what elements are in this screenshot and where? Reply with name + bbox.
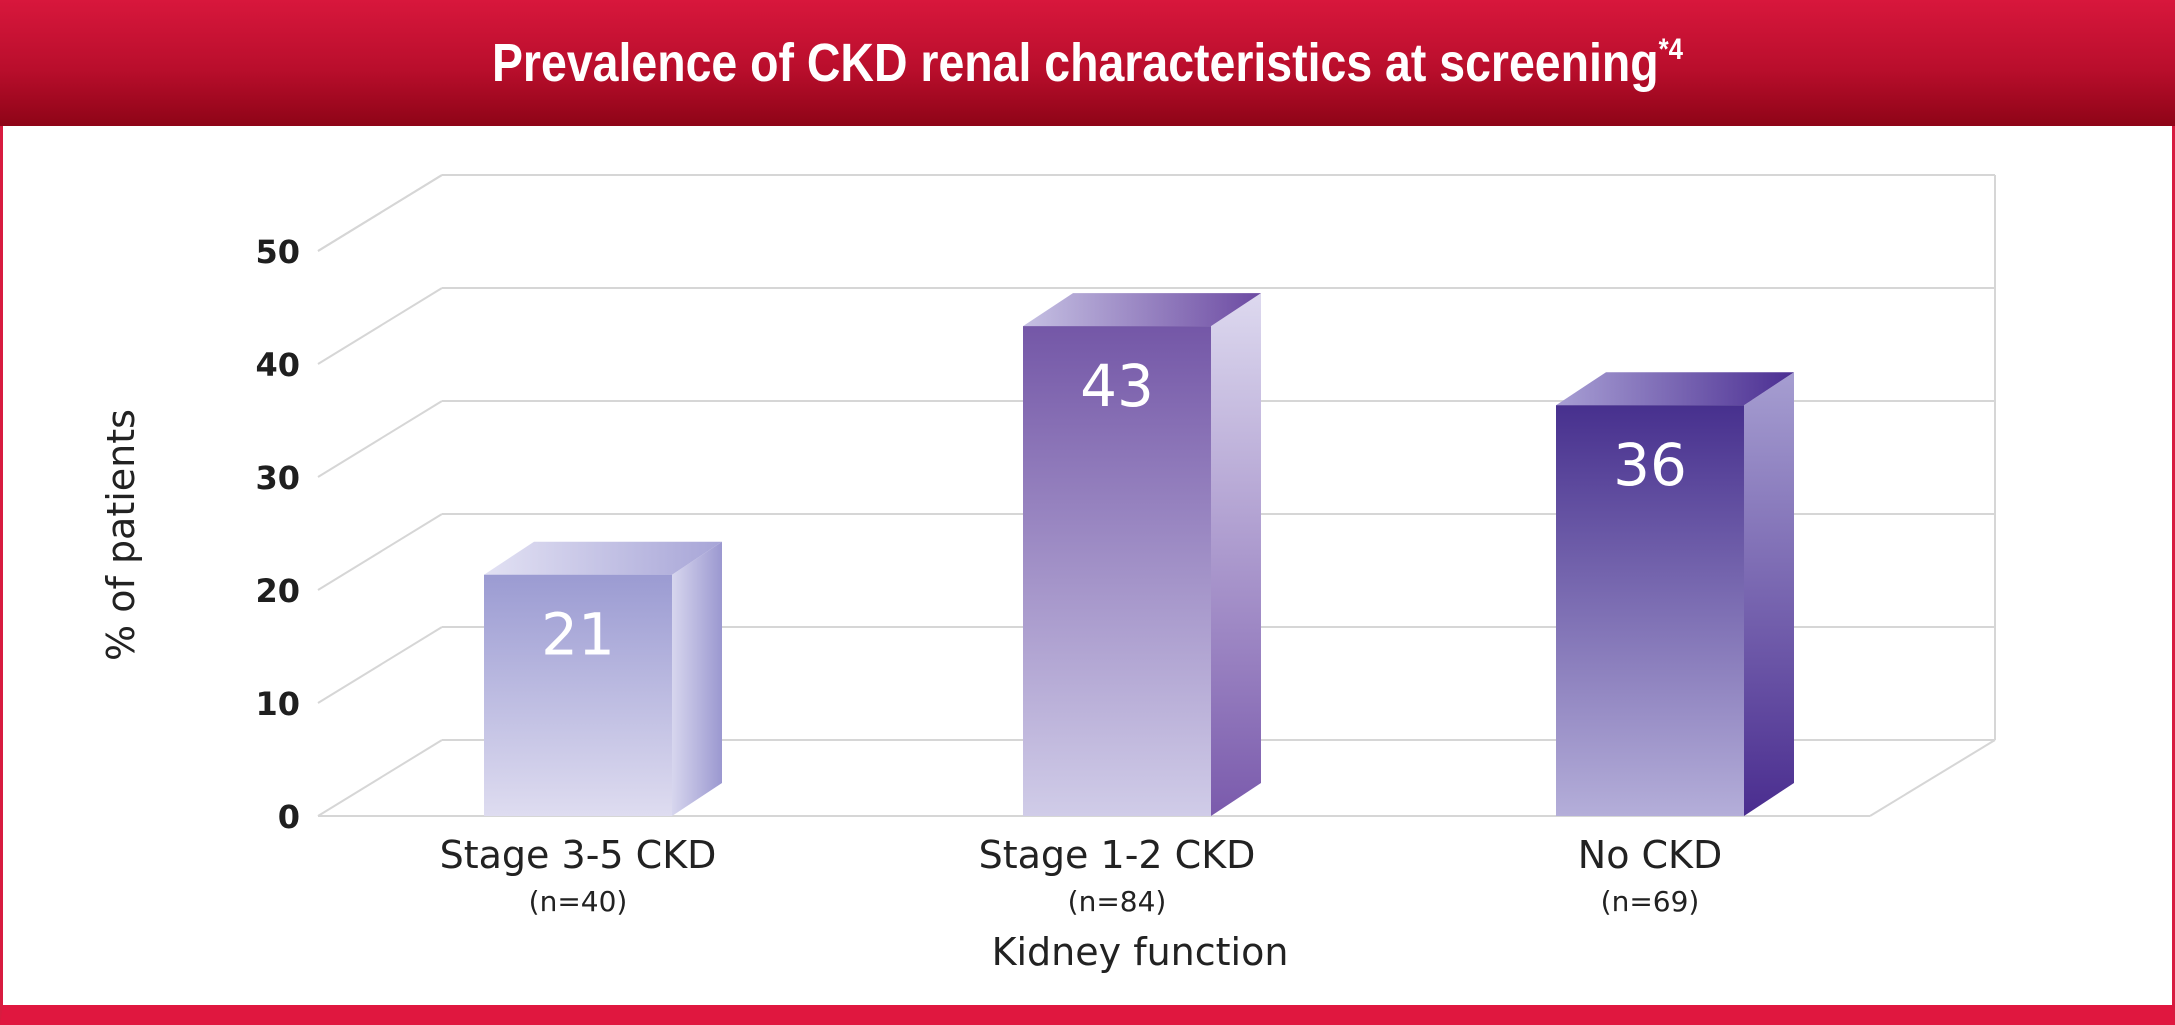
- bar-value-label: 21: [541, 601, 615, 669]
- bar-front-face: [1023, 326, 1211, 816]
- y-tick-label: 10: [255, 685, 300, 723]
- bar-value-label: 36: [1613, 431, 1687, 499]
- y-tick-label: 20: [255, 572, 300, 610]
- grid-line-diagonal: [317, 626, 443, 704]
- bar-side-face: [672, 541, 722, 816]
- grid-line-diagonal: [317, 513, 443, 591]
- bar-top-face: [484, 541, 722, 575]
- bar-front-face: [484, 574, 672, 816]
- y-axis-label: % of patients: [99, 409, 143, 661]
- x-category-label: No CKD: [1578, 833, 1722, 877]
- x-category-sublabel: (n=69): [1601, 885, 1700, 918]
- x-axis-labels: Stage 3-5 CKD (n=40) Stage 1-2 CKD (n=84) No…: [440, 833, 1723, 918]
- y-tick-label: 30: [255, 459, 300, 497]
- x-category-label: Stage 1-2 CKD: [979, 833, 1256, 877]
- bar-3: 36: [1556, 372, 1794, 816]
- y-axis-ticks: 0 10 20 30 40 50: [255, 233, 300, 836]
- bar-1: 21: [484, 541, 722, 816]
- chart-title-superscript: *4: [1658, 33, 1684, 66]
- chart-header: Prevalence of CKD renal characteristics …: [0, 0, 2175, 126]
- y-tick-label: 0: [278, 798, 300, 836]
- chart-title: Prevalence of CKD renal characteristics …: [492, 32, 1683, 94]
- bar-side-face: [1211, 293, 1261, 817]
- x-axis-label: Kidney function: [992, 930, 1289, 974]
- bar-value-label: 43: [1080, 352, 1154, 420]
- bars: 21 43 36: [484, 293, 1794, 817]
- bar-top-face: [1556, 372, 1794, 406]
- grid-line-diagonal: [317, 739, 443, 817]
- x-category-sublabel: (n=40): [529, 885, 628, 918]
- grid-line-diagonal: [317, 174, 443, 252]
- floor-right-edge: [1869, 739, 1996, 817]
- chart-title-text: Prevalence of CKD renal characteristics …: [491, 33, 1659, 93]
- bar-2: 43: [1023, 293, 1261, 817]
- y-tick-label: 40: [255, 346, 300, 384]
- bar-front-face: [1556, 405, 1744, 816]
- grid-line-diagonal: [317, 400, 443, 478]
- bar-side-face: [1744, 372, 1794, 816]
- x-category-sublabel: (n=84): [1068, 885, 1167, 918]
- x-category-label: Stage 3-5 CKD: [440, 833, 717, 877]
- bar-top-face: [1023, 293, 1261, 327]
- grid-line-diagonal: [317, 287, 443, 365]
- y-tick-label: 50: [255, 233, 300, 271]
